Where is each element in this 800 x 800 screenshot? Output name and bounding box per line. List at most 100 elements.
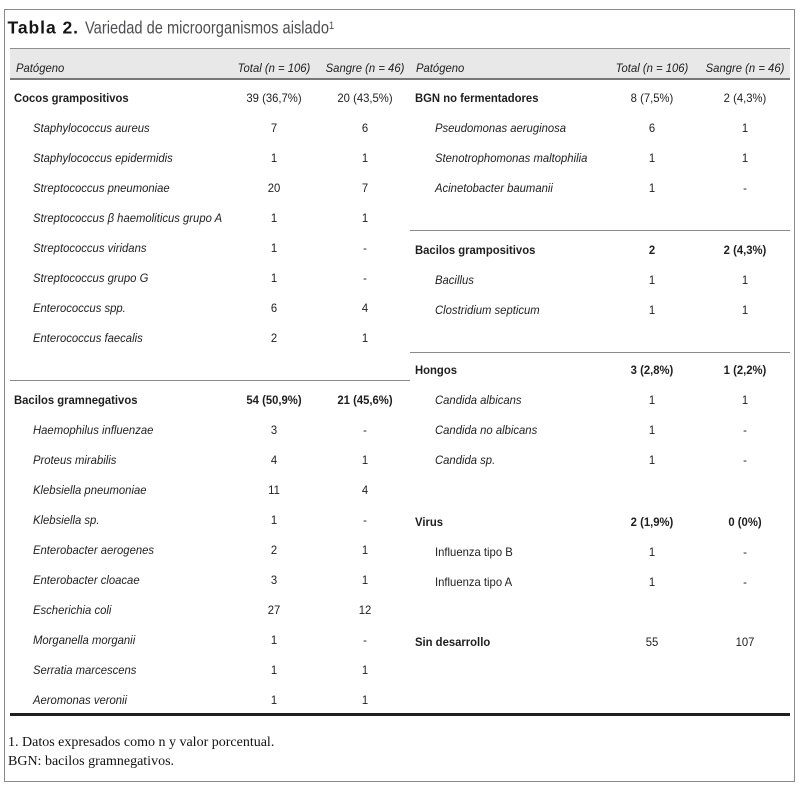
total-cell-text: 2 [270, 543, 277, 557]
total-cell-text: 1 [270, 271, 277, 285]
pathogen-cell-text: Cocos grampositivos [14, 91, 129, 105]
pathogen-cell: Bacilos grampositivos [410, 235, 790, 265]
group-gap [410, 203, 790, 235]
pathogen-cell: Bacillus [410, 265, 790, 295]
sangre-cell-text: - [743, 423, 747, 437]
total-cell-text: 2 [270, 331, 277, 345]
pathogen-cell-text: Clostridium septicum [435, 303, 540, 317]
table-row: Haemophilus influenzae 3 - [10, 415, 410, 445]
pathogen-cell-text: Candida no albicans [435, 423, 538, 437]
sangre-cell-text: - [363, 423, 367, 437]
pathogen-cell-text: Enterococcus spp. [33, 301, 126, 315]
footnote-1: 1. Datos expresados como n y valor porce… [8, 735, 275, 750]
pathogen-cell: Klebsiella sp. [10, 505, 410, 535]
pathogen-cell-text: Enterobacter aerogenes [33, 543, 155, 557]
pathogen-cell-text: Candida sp. [435, 453, 496, 467]
column-header-blood-right: Sangre (n = 46) [705, 60, 785, 75]
total-cell-text: 55 [645, 635, 658, 649]
pathogen-cell-text: Stenotrophomonas maltophilia [435, 151, 588, 165]
total-cell-text: 2 [648, 243, 655, 257]
total-cell-text: 2 (1,9%) [630, 515, 673, 529]
table-bottom-rule [10, 712, 790, 716]
sangre-cell-text: 1 [361, 573, 369, 587]
sangre-cell-text: 2 (4,3%) [723, 91, 767, 105]
sangre-cell-text: - [743, 181, 747, 195]
column-header-pathogen-right: Patógeno [416, 60, 465, 75]
total-cell-text: 1 [270, 633, 277, 647]
table-row: Streptococcus grupo G 1 - [10, 263, 410, 293]
table-row: Influenza tipo B 1 - [410, 537, 790, 567]
pathogen-cell: Influenza tipo B [410, 537, 790, 567]
pathogen-cell: Virus [410, 507, 790, 537]
table-row: Bacilos grampositivos 2 2 (4,3%) [410, 235, 790, 265]
sangre-cell-text: 1 [361, 543, 369, 557]
pathogen-cell-text: Influenza tipo B [435, 545, 513, 559]
pathogen-cell-text: Serratia marcescens [33, 663, 137, 677]
sangre-cell-text: 1 [361, 453, 369, 467]
pathogen-cell-text: Klebsiella pneumoniae [33, 483, 147, 497]
group-gap [410, 475, 790, 507]
pathogen-cell: Cocos grampositivos [10, 83, 410, 113]
table-row: Influenza tipo A 1 - [410, 567, 790, 597]
total-cell-text: 6 [270, 301, 277, 315]
pathogen-cell: Pseudomonas aeruginosa [410, 113, 790, 143]
sangre-cell-text: 1 [741, 303, 749, 317]
table-row: Stenotrophomonas maltophilia 1 1 [410, 143, 790, 173]
pathogen-cell: Stenotrophomonas maltophilia [410, 143, 790, 173]
table-row: Cocos grampositivos 39 (36,7%) 20 (43,5%) [10, 83, 410, 113]
sangre-cell-text: - [363, 633, 367, 647]
pathogen-cell-text: Enterococcus faecalis [33, 331, 143, 345]
table-row: Proteus mirabilis 4 1 [10, 445, 410, 475]
sangre-cell-text: 4 [361, 301, 369, 315]
table-row: Enterobacter cloacae 3 1 [10, 565, 410, 595]
table-row: Klebsiella sp. 1 - [10, 505, 410, 535]
table-row: Candida no albicans 1 - [410, 415, 790, 445]
group-divider-rule [410, 352, 790, 353]
total-cell-text: 1 [648, 575, 655, 589]
group-divider-rule [10, 380, 410, 381]
column-header-blood-left: Sangre (n = 46) [325, 60, 405, 75]
total-cell-text: 1 [270, 663, 277, 677]
table-row: Morganella morganii 1 - [10, 625, 410, 655]
pathogen-cell: Hongos [410, 355, 790, 385]
pathogen-cell: Acinetobacter baumanii [410, 173, 790, 203]
pathogen-cell-text: Bacillus [435, 273, 474, 287]
sangre-cell-text: 12 [358, 603, 372, 617]
table-row: Candida sp. 1 - [410, 445, 790, 475]
sangre-cell-text: 21 (45,6%) [337, 393, 393, 407]
sangre-cell-text: 1 [361, 663, 369, 677]
sangre-cell-text: 6 [361, 121, 369, 135]
pathogen-cell-text: Escherichia coli [33, 603, 112, 617]
pathogen-cell: Staphylococcus epidermidis [10, 143, 410, 173]
table-row: Acinetobacter baumanii 1 - [410, 173, 790, 203]
table-row: Enterococcus faecalis 2 1 [10, 323, 410, 353]
sangre-cell-text: - [743, 545, 747, 559]
table-row: Streptococcus pneumoniae 20 7 [10, 173, 410, 203]
sangre-cell-text: 1 [361, 693, 369, 707]
total-cell-text: 1 [648, 393, 655, 407]
table-row: Sin desarrollo 55 107 [410, 627, 790, 657]
group-gap [410, 597, 790, 627]
pathogen-cell: Haemophilus influenzae [10, 415, 410, 445]
total-cell-text: 1 [648, 181, 655, 195]
table-row: Streptococcus β haemoliticus grupo A 1 1 [10, 203, 410, 233]
total-cell-text: 1 [648, 545, 655, 559]
table-panel-left: Cocos grampositivos 39 (36,7%) 20 (43,5%) S… [10, 83, 410, 715]
total-cell-text: 1 [270, 151, 277, 165]
pathogen-cell-text: Staphylococcus epidermidis [33, 151, 173, 165]
total-cell-text: 1 [648, 303, 655, 317]
pathogen-cell: Clostridium septicum [410, 295, 790, 325]
footnote-marker: 1 [328, 20, 335, 33]
pathogen-cell: Aeromonas veronii [10, 685, 410, 715]
sangre-cell-text: 1 [361, 151, 369, 165]
pathogen-cell: Candida sp. [410, 445, 790, 475]
pathogen-cell: Enterococcus faecalis [10, 323, 410, 353]
table-panel-right: BGN no fermentadores 8 (7,5%) 2 (4,3%) Pseu… [410, 83, 790, 657]
table-row: Staphylococcus aureus 7 6 [10, 113, 410, 143]
pathogen-cell: Staphylococcus aureus [10, 113, 410, 143]
sangre-cell-text: - [743, 575, 747, 589]
sangre-cell-text: 7 [361, 181, 369, 195]
total-cell-text: 1 [648, 151, 655, 165]
group-divider-rule [410, 230, 790, 231]
table-row: Escherichia coli 27 12 [10, 595, 410, 625]
